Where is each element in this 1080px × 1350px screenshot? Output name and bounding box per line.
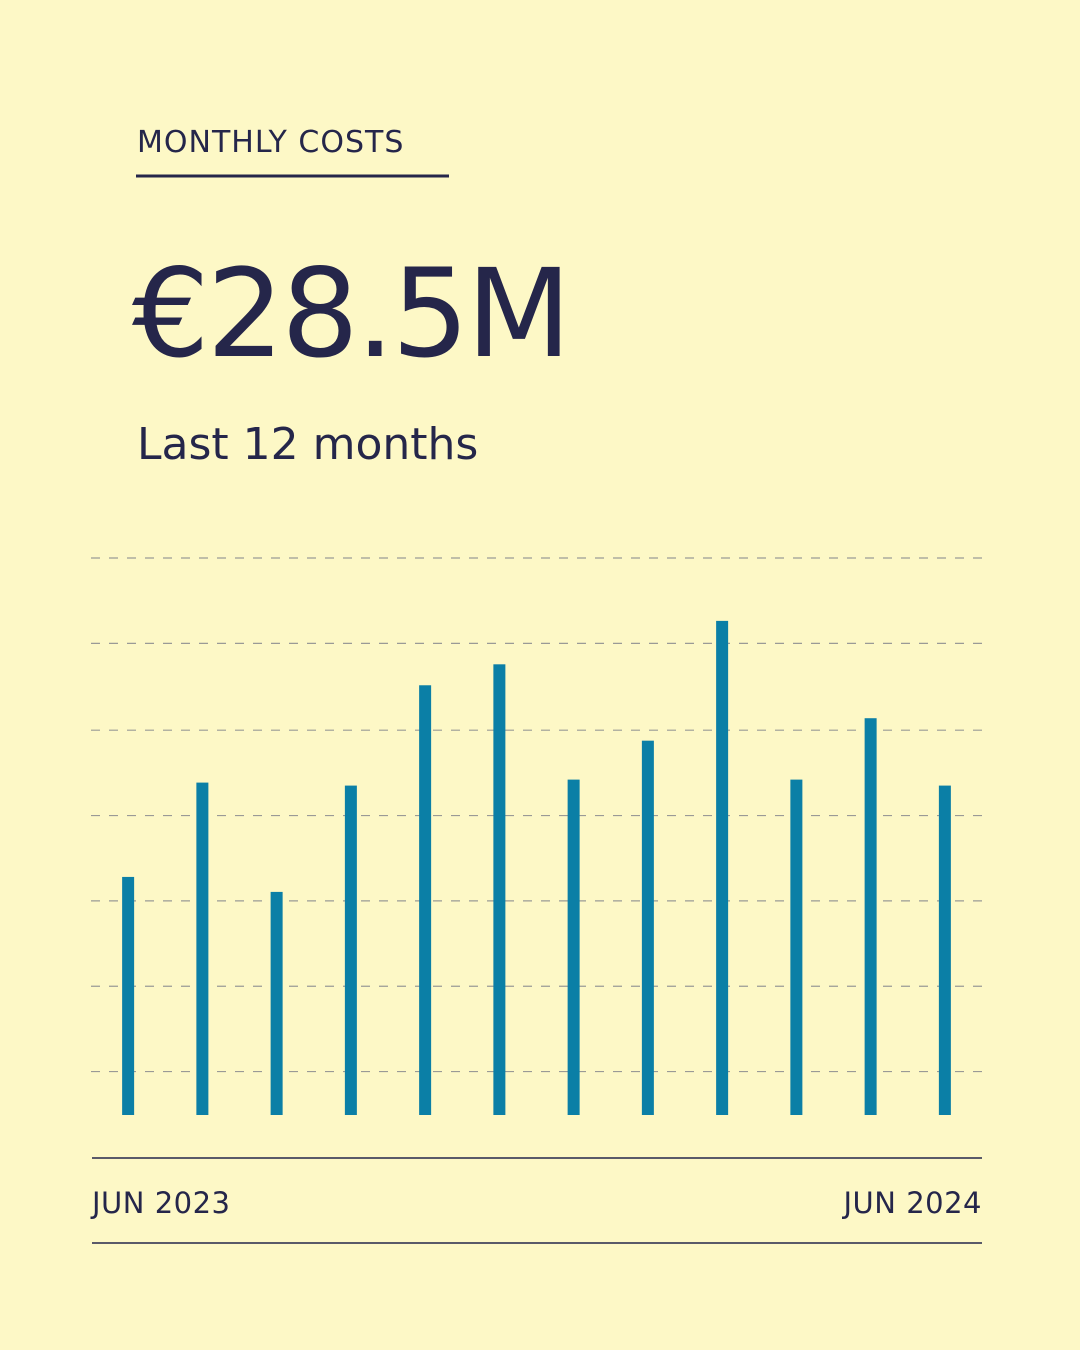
bar	[716, 620, 729, 1115]
bar	[122, 876, 135, 1115]
chart-title: MONTHLY COSTS	[137, 125, 404, 160]
bar	[344, 785, 357, 1115]
headline-value: €28.5M	[132, 243, 569, 385]
x-tick-label: JUN 2024	[842, 1186, 983, 1220]
bar	[567, 779, 580, 1115]
bar	[270, 891, 283, 1115]
subtitle: Last 12 months	[137, 419, 478, 470]
bar	[790, 779, 803, 1115]
x-tick-label: JUN 2023	[90, 1186, 231, 1220]
bar	[493, 664, 506, 1115]
bar	[864, 718, 877, 1115]
bar	[419, 685, 432, 1115]
bar	[938, 785, 951, 1115]
bar	[196, 782, 209, 1115]
bar	[641, 740, 654, 1115]
